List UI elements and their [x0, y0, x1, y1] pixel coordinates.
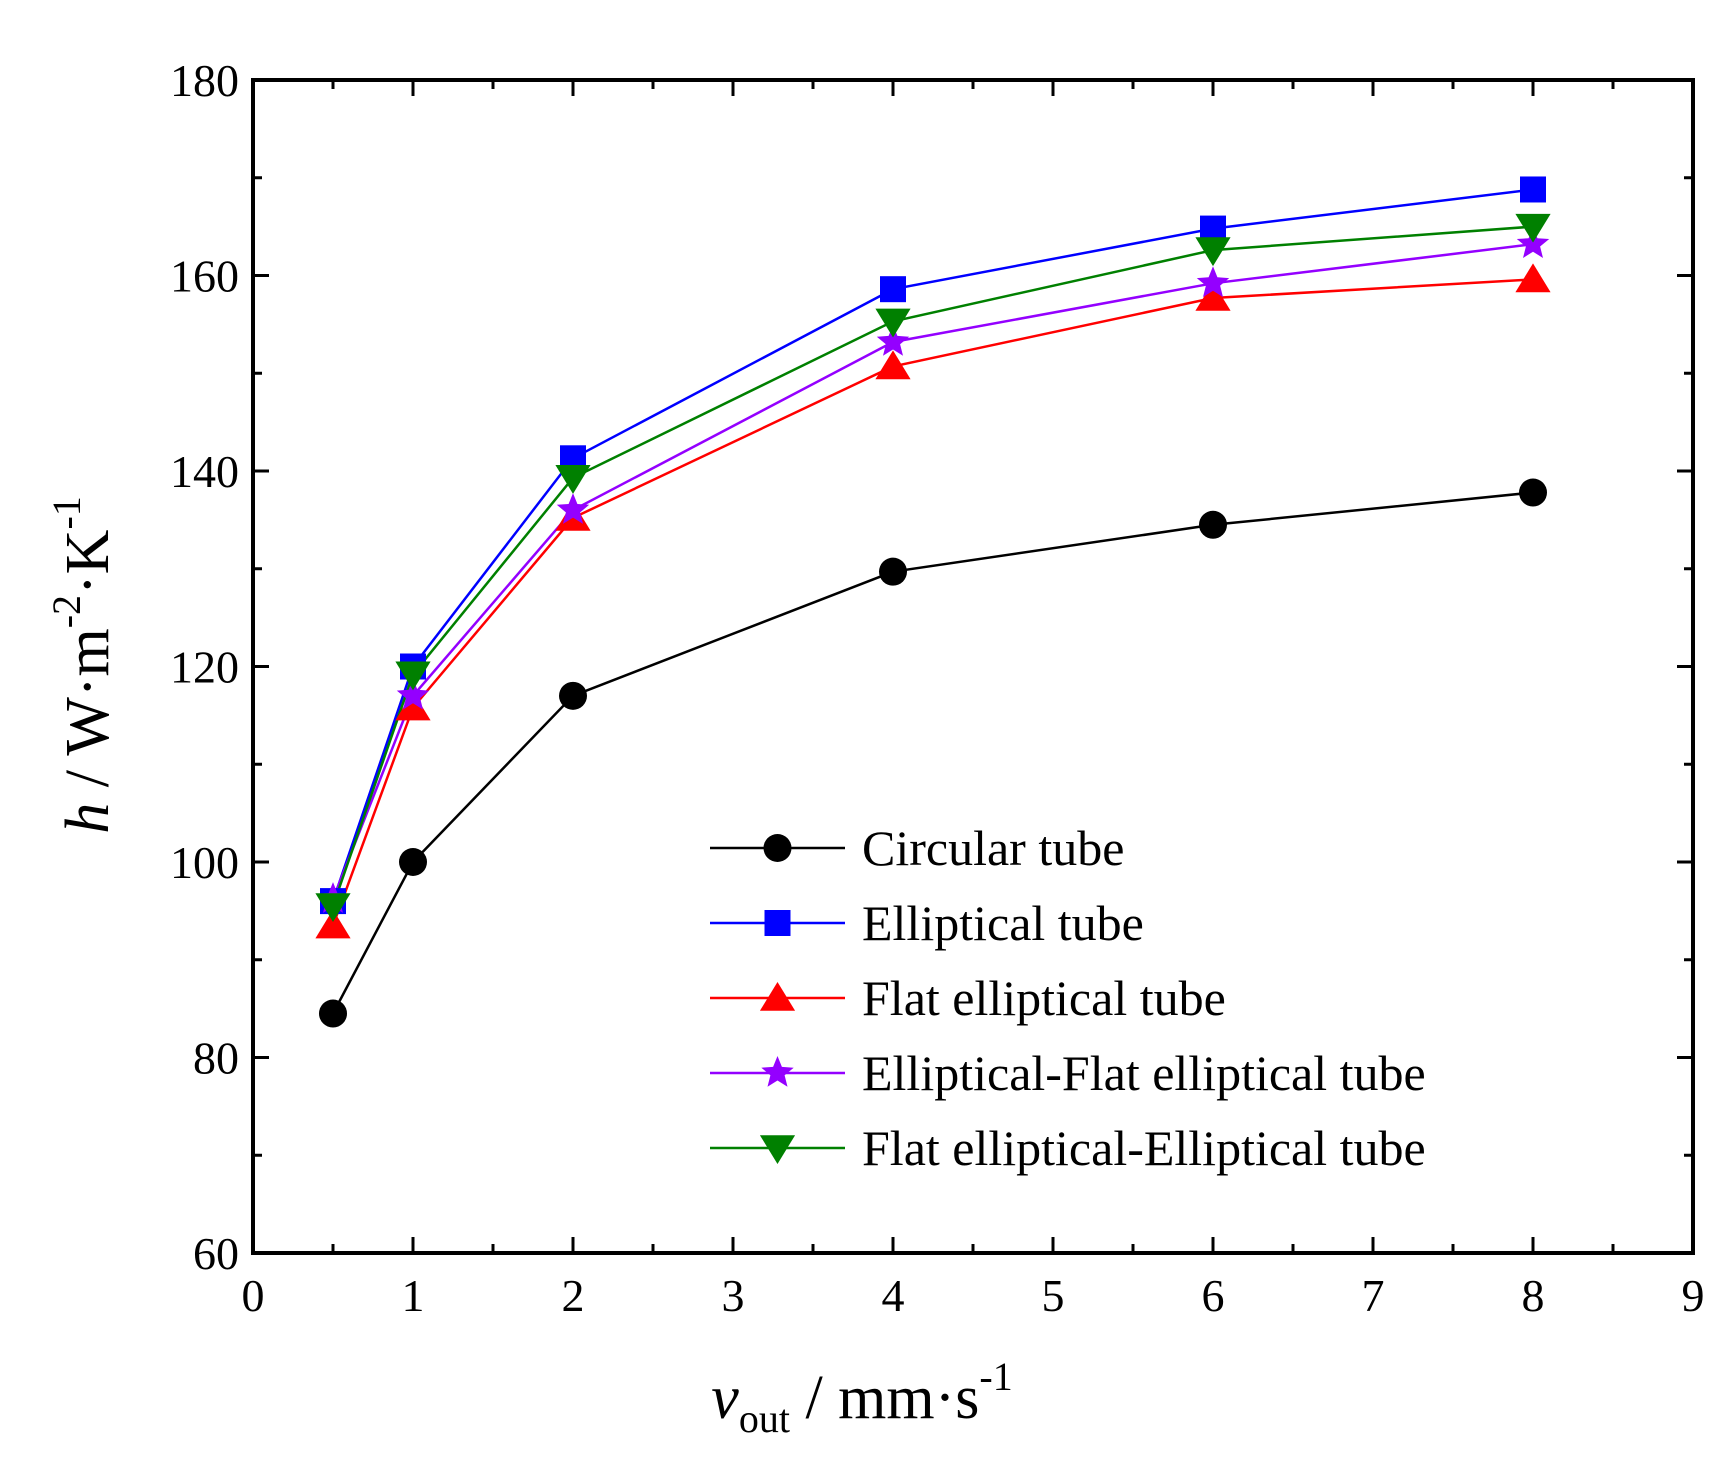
y-tick-label: 100 [170, 837, 239, 888]
y-axis-unit-exponent-2: -1 [44, 496, 89, 529]
y-tick-label: 80 [193, 1033, 239, 1084]
data-point-0-4 [1199, 510, 1227, 539]
y-tick-label: 60 [193, 1228, 239, 1279]
series-markers [315, 176, 1551, 1028]
data-point-0-5 [1519, 478, 1547, 507]
legend-label: Elliptical tube [862, 895, 1144, 951]
series-line-3 [331, 242, 1534, 900]
x-tick-label: 6 [1202, 1270, 1225, 1321]
legend-marker [759, 1135, 796, 1164]
legend-item: Flat elliptical tube [710, 970, 1226, 1026]
data-point-2-4 [1195, 281, 1231, 311]
legend-marker [761, 1056, 794, 1087]
x-axis-unit: / mm·s [790, 1364, 979, 1432]
y-tick-label: 160 [170, 251, 239, 302]
data-point-4-4 [1195, 237, 1231, 267]
x-axis-unit-exponent: -1 [979, 1354, 1012, 1399]
data-point-0-3 [879, 557, 907, 586]
series-lines [331, 188, 1534, 1015]
y-axis-unit: / W·m [54, 628, 122, 803]
data-point-4-0 [315, 893, 351, 922]
data-point-1-4 [1200, 215, 1226, 242]
series-line-4 [331, 225, 1534, 907]
x-tick-label: 5 [1042, 1270, 1065, 1321]
legend-marker [759, 982, 796, 1011]
legend: Circular tube Elliptical tube Flat ellipti… [710, 820, 1426, 1176]
y-axis-unit-exponent-1: -2 [44, 595, 89, 628]
data-point-4-2 [555, 465, 591, 494]
legend-item: Elliptical-Flat elliptical tube [710, 1045, 1426, 1101]
data-point-3-4 [1196, 266, 1230, 298]
data-point-3-2 [556, 493, 590, 524]
legend-marker [763, 834, 792, 862]
data-point-1-5 [1520, 176, 1546, 203]
data-point-0-0 [319, 999, 347, 1028]
data-point-2-1 [395, 691, 431, 721]
y-axis-unit-mid: ·K [54, 529, 122, 595]
legend-item: Flat elliptical-Elliptical tube [710, 1120, 1426, 1176]
legend-label: Flat elliptical tube [862, 970, 1226, 1026]
legend-label: Flat elliptical-Elliptical tube [862, 1120, 1426, 1176]
y-tick-label: 120 [170, 642, 239, 693]
x-tick-label: 2 [562, 1270, 585, 1321]
y-tick-label: 140 [170, 446, 239, 497]
y-axis-tick-labels: 60 80 100 120 140 160 180 [170, 55, 239, 1279]
data-point-2-0 [315, 909, 351, 939]
data-point-4-3 [875, 308, 911, 338]
x-axis-tick-labels: 0 1 2 3 4 5 6 7 8 9 [242, 1270, 1705, 1321]
x-tick-label: 3 [722, 1270, 745, 1321]
data-point-0-2 [559, 681, 587, 710]
x-axis-symbol: v [711, 1364, 739, 1432]
x-axis-subscript: out [739, 1396, 790, 1441]
data-point-3-3 [876, 325, 910, 356]
x-tick-label: 7 [1362, 1270, 1385, 1321]
data-point-3-1 [396, 678, 430, 710]
series-line-1 [331, 188, 1534, 902]
x-tick-label: 4 [882, 1270, 905, 1321]
legend-label: Circular tube [862, 820, 1124, 876]
data-point-4-5 [1515, 213, 1551, 243]
x-tick-label: 9 [1682, 1270, 1705, 1321]
data-point-1-3 [880, 276, 906, 303]
x-tick-label: 1 [402, 1270, 425, 1321]
data-point-2-5 [1515, 263, 1551, 293]
legend-label: Elliptical-Flat elliptical tube [862, 1045, 1426, 1101]
x-tick-label: 0 [242, 1270, 265, 1321]
data-point-0-1 [399, 848, 427, 876]
legend-item: Elliptical tube [710, 895, 1144, 951]
y-axis-symbol: h [54, 803, 122, 834]
x-axis-title: vout / mm·s-1 [711, 1354, 1012, 1441]
y-tick-label: 180 [170, 55, 239, 106]
data-point-4-1 [395, 661, 431, 691]
y-axis-title: h / W·m-2·K-1 [44, 496, 122, 834]
axis-ticks [251, 78, 1695, 1255]
series-line-0 [331, 491, 1534, 1015]
legend-marker [764, 910, 791, 936]
data-point-2-3 [875, 350, 911, 380]
series-line-2 [331, 278, 1534, 926]
x-tick-label: 8 [1522, 1270, 1545, 1321]
legend-item: Circular tube [710, 820, 1124, 876]
